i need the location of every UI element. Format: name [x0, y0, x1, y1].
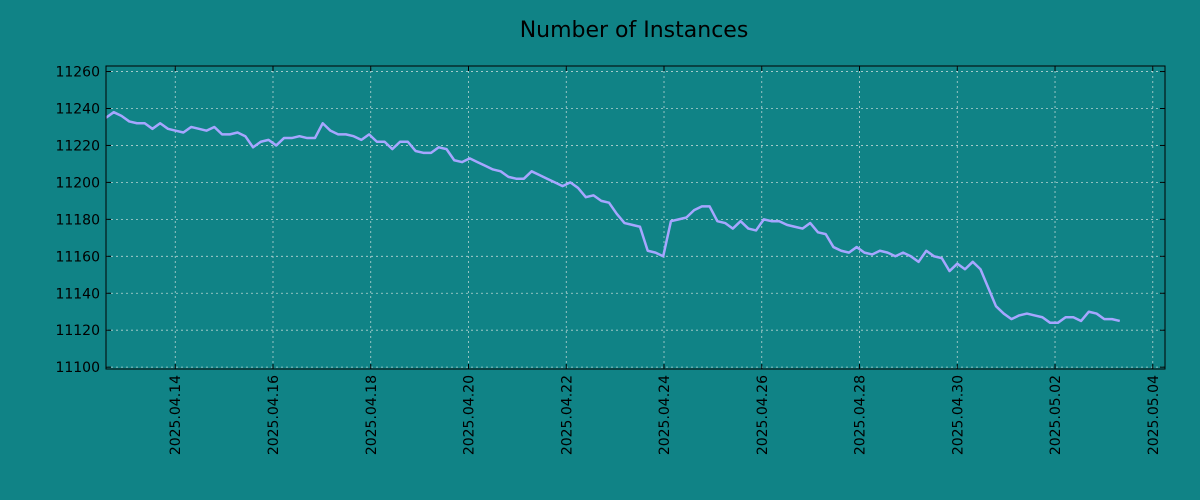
x-axis-tick-labels: 2025.04.14 2025.04.16 2025.04.18 2025.04.20… — [168, 375, 1162, 455]
y-tick-label: 11220 — [55, 138, 100, 154]
x-tick-label: 2025.04.24 — [657, 375, 673, 455]
x-tick-label: 2025.04.20 — [462, 375, 478, 455]
y-axis-tick-labels: 11100 11120 11140 11160 11180 11200 11220 11240… — [55, 65, 100, 377]
x-tick-label: 2025.04.22 — [559, 375, 575, 455]
y-tick-label: 11240 — [55, 101, 100, 117]
plot-frame — [105, 65, 1166, 370]
y-tick-label: 11120 — [55, 323, 100, 339]
series-line — [105, 110, 1121, 325]
x-tick-label: 2025.05.02 — [1048, 375, 1064, 455]
x-tick-label: 2025.05.04 — [1146, 375, 1162, 455]
x-tick-label: 2025.04.18 — [364, 375, 380, 455]
y-tick-label: 11140 — [55, 286, 100, 302]
y-tick-label: 11200 — [55, 175, 100, 191]
y-tick-label: 11260 — [55, 65, 100, 81]
y-tick-label: 11100 — [55, 360, 100, 376]
chart-title: Number of Instances — [520, 18, 749, 43]
y-tick-label: 11160 — [55, 249, 100, 265]
x-tick-label: 2025.04.30 — [950, 375, 966, 455]
x-tick-label: 2025.04.14 — [168, 375, 184, 455]
grid-lines — [106, 66, 1165, 369]
axis-ticks — [106, 66, 1165, 369]
x-tick-label: 2025.04.26 — [755, 375, 771, 455]
x-tick-label: 2025.04.16 — [266, 375, 282, 455]
series-layer — [105, 110, 1121, 325]
y-tick-label: 11180 — [55, 212, 100, 228]
x-tick-label: 2025.04.28 — [853, 375, 869, 455]
